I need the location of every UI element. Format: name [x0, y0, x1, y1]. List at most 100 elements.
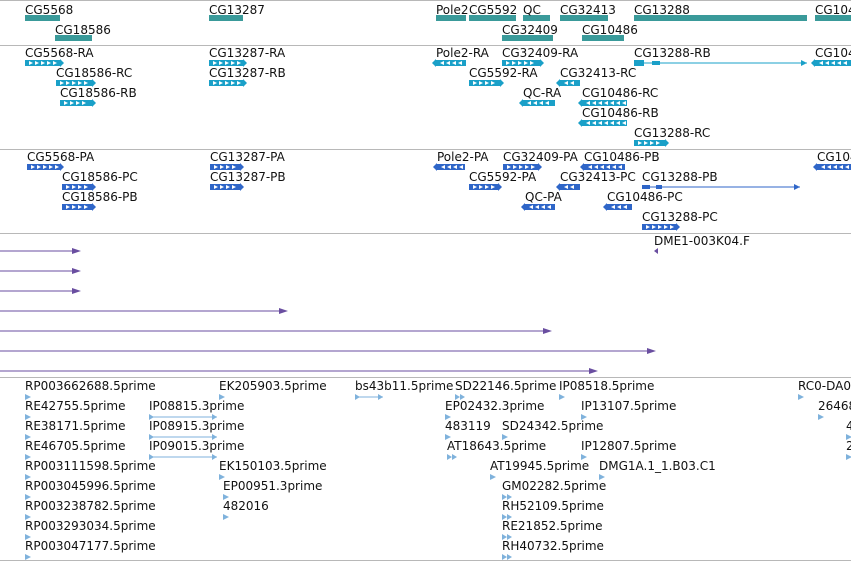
strand-arrow-glyph[interactable] — [531, 165, 535, 169]
strand-arrow-glyph[interactable] — [670, 225, 674, 229]
strand-arrow-glyph[interactable] — [432, 59, 436, 67]
feature-label[interactable]: IP08518.5prime — [559, 379, 655, 393]
feature-label[interactable]: CG10486 — [582, 23, 638, 37]
strand-arrow-glyph[interactable] — [616, 121, 620, 125]
strand-arrow-glyph[interactable] — [60, 163, 64, 171]
est-glyph[interactable] — [25, 494, 31, 500]
feature-label[interactable]: CG10486-RB — [582, 106, 659, 120]
est-glyph[interactable] — [581, 414, 587, 420]
est-glyph[interactable] — [846, 454, 851, 460]
feature-label[interactable]: RE42755.5prime — [25, 399, 126, 413]
feature-label[interactable]: 482016 — [223, 499, 269, 513]
strand-arrow-glyph[interactable] — [225, 81, 229, 85]
feature-label[interactable]: EK150103.5prime — [219, 459, 327, 473]
strand-arrow-glyph[interactable] — [473, 81, 477, 85]
feature-label[interactable]: CG32409 — [502, 23, 558, 37]
strand-arrow-glyph[interactable] — [592, 101, 596, 105]
strand-arrow-glyph[interactable] — [827, 165, 831, 169]
feature-label[interactable]: EP00951.3prime — [223, 479, 323, 493]
feature-label[interactable]: CG5568-PA — [27, 150, 95, 164]
strand-arrow-glyph[interactable] — [440, 61, 444, 65]
strand-arrow-glyph[interactable] — [231, 81, 235, 85]
est-glyph[interactable] — [25, 454, 31, 460]
strand-arrow-glyph[interactable] — [232, 185, 236, 189]
strand-arrow-glyph[interactable] — [622, 101, 626, 105]
strand-arrow-glyph[interactable] — [600, 165, 604, 169]
est-glyph[interactable] — [447, 454, 452, 460]
gene-glyph[interactable] — [582, 35, 624, 41]
strand-arrow-glyph[interactable] — [610, 121, 614, 125]
strand-arrow-glyph[interactable] — [656, 141, 660, 145]
est-glyph[interactable] — [452, 454, 457, 460]
strand-arrow-glyph[interactable] — [491, 81, 495, 85]
est-glyph[interactable] — [502, 494, 507, 500]
est-glyph[interactable] — [445, 414, 451, 420]
strand-arrow-glyph[interactable] — [644, 141, 648, 145]
gene-glyph[interactable] — [634, 15, 807, 21]
strand-arrow-glyph[interactable] — [66, 81, 70, 85]
strand-arrow-glyph[interactable] — [491, 185, 495, 189]
gene-glyph[interactable] — [523, 15, 550, 21]
feature-label[interactable]: CG13287 — [209, 3, 265, 17]
est-glyph[interactable] — [212, 414, 217, 420]
strand-arrow-glyph[interactable] — [240, 163, 244, 171]
strand-arrow-glyph[interactable] — [237, 81, 241, 85]
strand-arrow-glyph[interactable] — [610, 101, 614, 105]
strand-arrow-glyph[interactable] — [82, 101, 86, 105]
strand-arrow-glyph[interactable] — [845, 165, 849, 169]
strand-arrow-glyph[interactable] — [813, 163, 817, 171]
feature-label[interactable]: Pole2-PA — [437, 150, 489, 164]
strand-arrow-glyph[interactable] — [519, 99, 523, 107]
feature-label[interactable]: CG13288-RB — [634, 46, 711, 60]
feature-label[interactable]: CG32413 — [560, 3, 616, 17]
strand-arrow-glyph[interactable] — [225, 61, 229, 65]
est-glyph[interactable] — [223, 514, 229, 520]
est-glyph[interactable] — [490, 474, 496, 480]
feature-label[interactable]: RP003293034.5prime — [25, 519, 156, 533]
feature-label[interactable]: RP003045996.5prime — [25, 479, 156, 493]
strand-arrow-glyph[interactable] — [603, 203, 607, 211]
est-glyph[interactable] — [818, 414, 824, 420]
feature-label[interactable]: DME1-003K04.F — [654, 234, 750, 248]
feature-label[interactable]: RH52109.5prime — [502, 499, 604, 513]
exon-glyph[interactable] — [652, 61, 660, 65]
feature-label[interactable]: CG18586-PB — [62, 190, 138, 204]
strand-arrow-glyph[interactable] — [623, 205, 627, 209]
strand-arrow-glyph[interactable] — [525, 165, 529, 169]
exon-glyph[interactable] — [62, 204, 92, 210]
strand-arrow-glyph[interactable] — [512, 61, 516, 65]
strand-arrow-glyph[interactable] — [519, 165, 523, 169]
strand-arrow-glyph[interactable] — [586, 121, 590, 125]
feature-label[interactable]: RP003111598.5prime — [25, 459, 156, 473]
feature-label[interactable]: CG5568-RA — [25, 46, 94, 60]
strand-arrow-glyph[interactable] — [564, 81, 568, 85]
feature-label[interactable]: CG32413-RC — [560, 66, 637, 80]
strand-arrow-glyph[interactable] — [541, 205, 545, 209]
strand-arrow-glyph[interactable] — [578, 119, 582, 127]
strand-arrow-glyph[interactable] — [539, 101, 543, 105]
strand-arrow-glyph[interactable] — [500, 79, 504, 87]
strand-arrow-glyph[interactable] — [833, 165, 837, 169]
strand-arrow-glyph[interactable] — [606, 165, 610, 169]
strand-arrow-glyph[interactable] — [64, 101, 68, 105]
est-glyph[interactable] — [599, 474, 605, 480]
strand-arrow-glyph[interactable] — [580, 163, 584, 171]
est-glyph[interactable] — [507, 534, 512, 540]
feature-label[interactable]: CG10486-RC — [582, 86, 659, 100]
exon-glyph[interactable] — [525, 204, 555, 210]
gene-glyph[interactable] — [815, 15, 851, 21]
feature-label[interactable]: CG32409-PA — [503, 150, 578, 164]
strand-arrow-glyph[interactable] — [498, 183, 502, 191]
strand-arrow-glyph[interactable] — [556, 183, 560, 191]
est-glyph[interactable] — [25, 394, 31, 400]
feature-label[interactable]: CG5592-PA — [469, 170, 537, 184]
strand-arrow-glyph[interactable] — [604, 121, 608, 125]
clone-glyph[interactable] — [72, 268, 81, 274]
feature-label[interactable]: CG5568 — [25, 3, 74, 17]
exon-glyph[interactable] — [634, 60, 644, 66]
feature-label[interactable]: RE21852.5prime — [502, 519, 603, 533]
est-glyph[interactable] — [507, 554, 512, 560]
strand-arrow-glyph[interactable] — [485, 81, 489, 85]
strand-arrow-glyph[interactable] — [433, 163, 437, 171]
strand-arrow-glyph[interactable] — [72, 205, 76, 209]
